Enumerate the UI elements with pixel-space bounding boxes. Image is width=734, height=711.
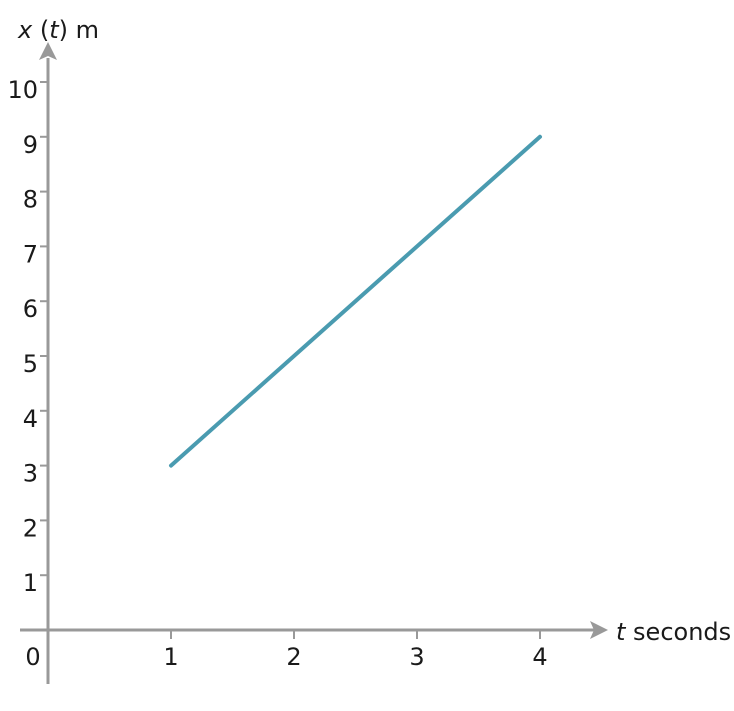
y-axis-unit: m <box>68 16 99 44</box>
y-tick-label-6: 6 <box>23 295 38 323</box>
y-axis-argument: t <box>49 16 60 44</box>
y-axis-open-paren: ( <box>32 16 49 44</box>
y-tick-label-4: 4 <box>23 405 38 433</box>
y-axis-variable: x <box>17 16 33 44</box>
y-tick-label-1: 1 <box>23 569 38 597</box>
y-tick-label-8: 8 <box>23 186 38 214</box>
y-tick-label-3: 3 <box>23 460 38 488</box>
series-line-0 <box>169 134 542 468</box>
y-tick-label-2: 2 <box>23 514 38 542</box>
x-tick-label-4: 4 <box>532 643 547 671</box>
x-axis-arrowhead <box>590 621 608 639</box>
axes <box>20 42 608 684</box>
y-axis-title: x (t) m <box>17 16 99 44</box>
y-tick-label-9: 9 <box>23 131 38 159</box>
x-axis-variable: t <box>616 618 627 646</box>
x-tick-label-3: 3 <box>409 643 424 671</box>
x-axis-unit: seconds <box>625 618 731 646</box>
y-tick-label-5: 5 <box>23 350 38 378</box>
y-axis-arrowhead <box>39 42 57 60</box>
y-tick-label-7: 7 <box>23 240 38 268</box>
tick-labels: 1 2 3 4 1 2 3 4 5 6 7 8 9 10 <box>7 76 547 671</box>
data-series <box>169 134 542 468</box>
x-axis-title: t seconds <box>616 618 731 646</box>
y-axis-close-paren: ) <box>59 16 68 44</box>
origin-label: 0 <box>25 643 40 671</box>
ticks <box>40 81 541 639</box>
y-tick-label-10: 10 <box>7 76 38 104</box>
x-tick-label-2: 2 <box>286 643 301 671</box>
x-tick-label-1: 1 <box>163 643 178 671</box>
